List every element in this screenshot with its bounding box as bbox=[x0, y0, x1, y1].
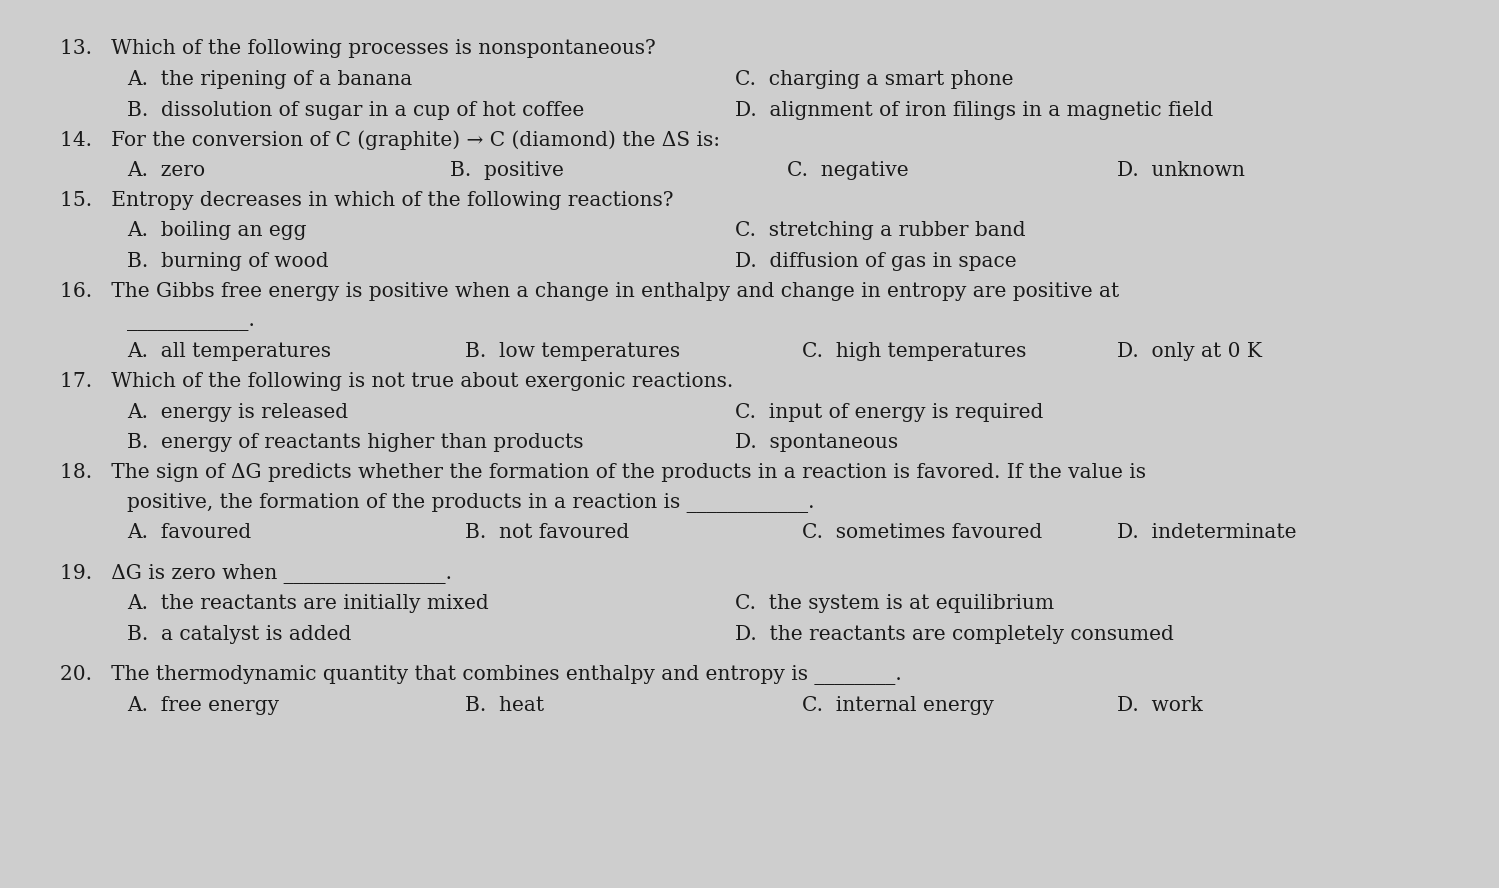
Text: B.  not favoured: B. not favoured bbox=[465, 523, 630, 543]
Text: D.  diffusion of gas in space: D. diffusion of gas in space bbox=[735, 251, 1016, 271]
Text: positive, the formation of the products in a reaction is ____________.: positive, the formation of the products … bbox=[127, 493, 815, 512]
Text: C.  negative: C. negative bbox=[787, 161, 908, 180]
Text: A.  all temperatures: A. all temperatures bbox=[127, 342, 331, 361]
Text: A.  the ripening of a banana: A. the ripening of a banana bbox=[127, 70, 412, 90]
Text: B.  a catalyst is added: B. a catalyst is added bbox=[127, 624, 352, 644]
Text: 15.   Entropy decreases in which of the following reactions?: 15. Entropy decreases in which of the fo… bbox=[60, 191, 673, 210]
Text: D.  spontaneous: D. spontaneous bbox=[735, 432, 898, 452]
Text: B.  dissolution of sugar in a cup of hot coffee: B. dissolution of sugar in a cup of hot … bbox=[127, 100, 585, 120]
Text: A.  boiling an egg: A. boiling an egg bbox=[127, 221, 307, 241]
Text: D.  unknown: D. unknown bbox=[1117, 161, 1244, 180]
Text: C.  high temperatures: C. high temperatures bbox=[802, 342, 1027, 361]
Text: 16.   The Gibbs free energy is positive when a change in enthalpy and change in : 16. The Gibbs free energy is positive wh… bbox=[60, 281, 1120, 301]
Text: C.  internal energy: C. internal energy bbox=[802, 695, 994, 715]
Text: B.  positive: B. positive bbox=[450, 161, 564, 180]
Text: C.  stretching a rubber band: C. stretching a rubber band bbox=[735, 221, 1025, 241]
Text: C.  sometimes favoured: C. sometimes favoured bbox=[802, 523, 1042, 543]
Text: D.  alignment of iron filings in a magnetic field: D. alignment of iron filings in a magnet… bbox=[735, 100, 1213, 120]
Text: 13.   Which of the following processes is nonspontaneous?: 13. Which of the following processes is … bbox=[60, 39, 655, 59]
Text: D.  indeterminate: D. indeterminate bbox=[1117, 523, 1297, 543]
Text: D.  work: D. work bbox=[1117, 695, 1202, 715]
Text: A.  the reactants are initially mixed: A. the reactants are initially mixed bbox=[127, 594, 489, 614]
Text: B.  burning of wood: B. burning of wood bbox=[127, 251, 330, 271]
Text: B.  low temperatures: B. low temperatures bbox=[465, 342, 681, 361]
Text: 20.   The thermodynamic quantity that combines enthalpy and entropy is ________.: 20. The thermodynamic quantity that comb… bbox=[60, 665, 902, 685]
Text: C.  the system is at equilibrium: C. the system is at equilibrium bbox=[735, 594, 1054, 614]
Text: A.  energy is released: A. energy is released bbox=[127, 402, 349, 422]
Text: A.  favoured: A. favoured bbox=[127, 523, 252, 543]
Text: 17.   Which of the following is not true about exergonic reactions.: 17. Which of the following is not true a… bbox=[60, 372, 733, 392]
Text: D.  the reactants are completely consumed: D. the reactants are completely consumed bbox=[735, 624, 1174, 644]
Text: D.  only at 0 K: D. only at 0 K bbox=[1117, 342, 1262, 361]
Text: 19.   ΔG is zero when ________________.: 19. ΔG is zero when ________________. bbox=[60, 564, 453, 583]
Text: ____________.: ____________. bbox=[127, 312, 255, 331]
Text: B.  heat: B. heat bbox=[465, 695, 544, 715]
Text: B.  energy of reactants higher than products: B. energy of reactants higher than produ… bbox=[127, 432, 585, 452]
Text: A.  free energy: A. free energy bbox=[127, 695, 279, 715]
Text: 14.   For the conversion of C (graphite) → C (diamond) the ΔS is:: 14. For the conversion of C (graphite) →… bbox=[60, 131, 720, 150]
Text: A.  zero: A. zero bbox=[127, 161, 205, 180]
Text: C.  input of energy is required: C. input of energy is required bbox=[735, 402, 1043, 422]
Text: C.  charging a smart phone: C. charging a smart phone bbox=[735, 70, 1013, 90]
Text: 18.   The sign of ΔG predicts whether the formation of the products in a reactio: 18. The sign of ΔG predicts whether the … bbox=[60, 463, 1145, 482]
